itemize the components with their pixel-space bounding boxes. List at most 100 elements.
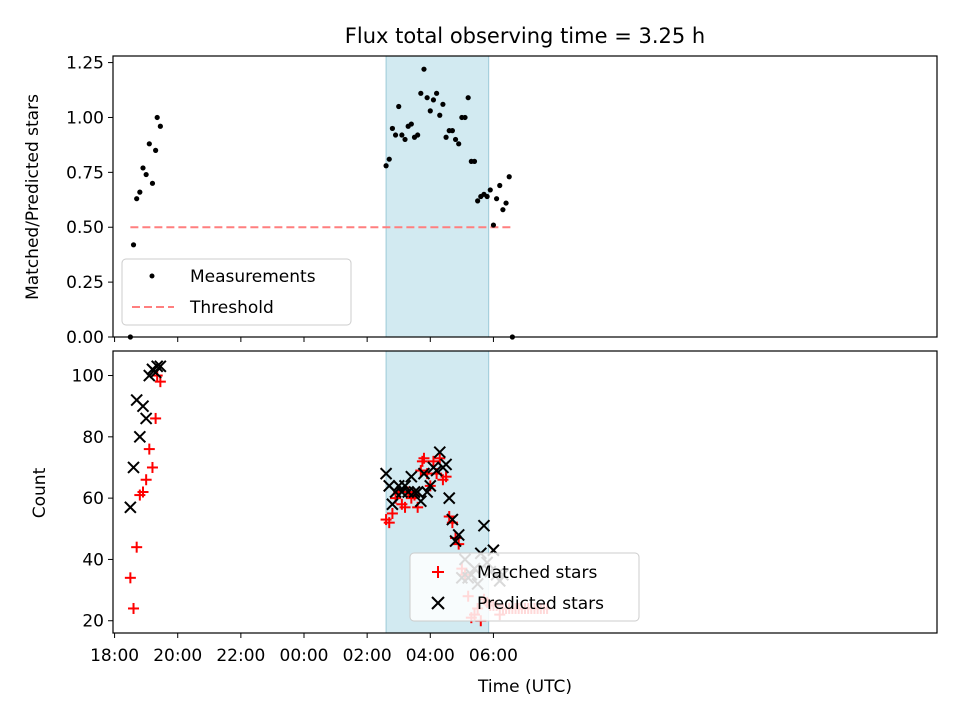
measurement-point bbox=[421, 66, 427, 72]
measurement-point bbox=[140, 165, 146, 171]
y-tick-label: 0.50 bbox=[66, 218, 104, 238]
legend-predicted-marker bbox=[431, 596, 445, 610]
ratio-legend: Measurements Threshold bbox=[121, 258, 352, 326]
x-axis-label: Time (UTC) bbox=[477, 677, 572, 697]
count-legend-box bbox=[409, 552, 640, 622]
measurement-point bbox=[500, 207, 506, 213]
measurement-point bbox=[386, 156, 392, 162]
predicted-star-point bbox=[379, 467, 393, 480]
predicted-star-point bbox=[150, 360, 164, 373]
matched-star-point bbox=[434, 452, 446, 464]
predicted-star-point bbox=[430, 464, 443, 477]
y-tick-label: 80 bbox=[82, 428, 104, 448]
legend-predicted-label: Predicted stars bbox=[477, 594, 604, 614]
y-tick-label: 0.75 bbox=[66, 163, 104, 183]
matched-star-point bbox=[124, 572, 136, 584]
measurement-point bbox=[462, 114, 468, 121]
predicted-star-point bbox=[398, 479, 412, 493]
predicted-star-point bbox=[446, 513, 459, 526]
matched-star-point bbox=[440, 471, 452, 483]
predicted-star-point bbox=[154, 360, 167, 373]
count-legend: Matched stars Predicted stars bbox=[409, 552, 640, 622]
measurement-point bbox=[396, 103, 402, 110]
y-tick-label: 1.00 bbox=[66, 108, 104, 128]
measurement-point bbox=[443, 134, 449, 140]
measurement-point bbox=[137, 189, 143, 195]
measurement-point bbox=[471, 158, 478, 164]
x-tick-label: 00:00 bbox=[280, 646, 329, 666]
matched-star-point bbox=[131, 541, 143, 553]
matched-star-point bbox=[150, 412, 162, 424]
legend-measurements-label: Measurements bbox=[190, 267, 316, 287]
measurement-point bbox=[408, 121, 414, 127]
count-y-ticks: 20 40 60 80 100 bbox=[72, 367, 113, 632]
matched-star-point bbox=[383, 517, 395, 529]
measurement-point bbox=[484, 193, 490, 200]
measurement-point bbox=[440, 101, 446, 107]
measurement-point bbox=[418, 90, 424, 96]
measurements-series bbox=[127, 66, 515, 340]
y-tick-label: 0.00 bbox=[66, 328, 104, 348]
y-tick-label: 0.25 bbox=[66, 273, 104, 293]
legend-measurements-marker bbox=[149, 273, 155, 279]
ratio-panel: 0.00 0.25 0.50 0.75 1.00 1.25 Matched/Predict… bbox=[23, 54, 938, 348]
y-tick-label: 40 bbox=[82, 550, 104, 570]
measurement-point bbox=[153, 147, 159, 153]
measurement-point bbox=[497, 182, 503, 189]
predicted-star-point bbox=[386, 498, 399, 511]
y-tick-label: 20 bbox=[82, 612, 104, 632]
matched-star-point bbox=[146, 461, 158, 473]
measurement-point bbox=[157, 123, 163, 129]
measurement-point bbox=[402, 136, 408, 143]
measurement-point bbox=[143, 171, 149, 178]
measurement-point bbox=[437, 112, 443, 118]
matched-star-point bbox=[140, 474, 152, 486]
measurement-point bbox=[465, 95, 471, 101]
predicted-star-point bbox=[417, 467, 431, 480]
predicted-star-point bbox=[136, 399, 150, 413]
measurement-point bbox=[154, 114, 160, 121]
matched-star-point bbox=[128, 602, 140, 614]
predicted-star-point bbox=[420, 485, 434, 499]
measurement-point bbox=[506, 174, 512, 180]
x-tick-label: 18:00 bbox=[90, 646, 139, 666]
measurement-point bbox=[503, 200, 509, 206]
ratio-plot-frame bbox=[112, 55, 938, 338]
measurement-point bbox=[493, 196, 500, 202]
chart-title: Flux total observing time = 3.25 h bbox=[345, 24, 705, 48]
measurement-point bbox=[415, 132, 421, 138]
measurement-point bbox=[146, 141, 152, 147]
measurement-point bbox=[456, 141, 462, 147]
predicted-star-point bbox=[439, 458, 453, 471]
measurement-point bbox=[449, 128, 455, 134]
measurement-point bbox=[427, 108, 433, 114]
matched-star-point bbox=[143, 443, 155, 455]
measurement-point bbox=[490, 222, 497, 228]
count-x-ticks: 18:00 20:00 22:00 00:00 02:00 04:00 06:00 bbox=[90, 633, 518, 666]
measurement-point bbox=[383, 163, 389, 169]
legend-matched-label: Matched stars bbox=[477, 563, 597, 583]
predicted-star-point bbox=[443, 491, 456, 505]
ratio-y-ticks: 0.00 0.25 0.50 0.75 1.00 1.25 bbox=[66, 54, 113, 348]
matched-star-point bbox=[137, 486, 149, 498]
x-tick-label: 04:00 bbox=[406, 646, 455, 666]
measurement-point bbox=[452, 136, 459, 143]
y-tick-label: 100 bbox=[72, 367, 104, 387]
count-y-axis-label: Count bbox=[30, 467, 50, 518]
predicted-star-point bbox=[433, 445, 446, 459]
measurement-point bbox=[475, 198, 481, 204]
y-tick-label: 60 bbox=[82, 489, 104, 509]
predicted-star-point bbox=[411, 485, 424, 499]
measurement-point bbox=[389, 125, 396, 132]
measurement-point bbox=[392, 132, 399, 138]
measurement-point bbox=[130, 242, 137, 248]
matched-star-point bbox=[399, 501, 411, 513]
ratio-y-axis-label: Matched/Predicted stars bbox=[23, 94, 43, 300]
measurement-point bbox=[487, 187, 493, 193]
matched-star-point bbox=[386, 507, 398, 519]
count-plot-frame bbox=[112, 350, 938, 634]
predicted-star-point bbox=[127, 461, 140, 474]
observing-window-span bbox=[385, 55, 490, 338]
count-panel: 20 40 60 80 100 18:00 20:00 22:00 00:00 02:00 04:… bbox=[30, 350, 938, 666]
